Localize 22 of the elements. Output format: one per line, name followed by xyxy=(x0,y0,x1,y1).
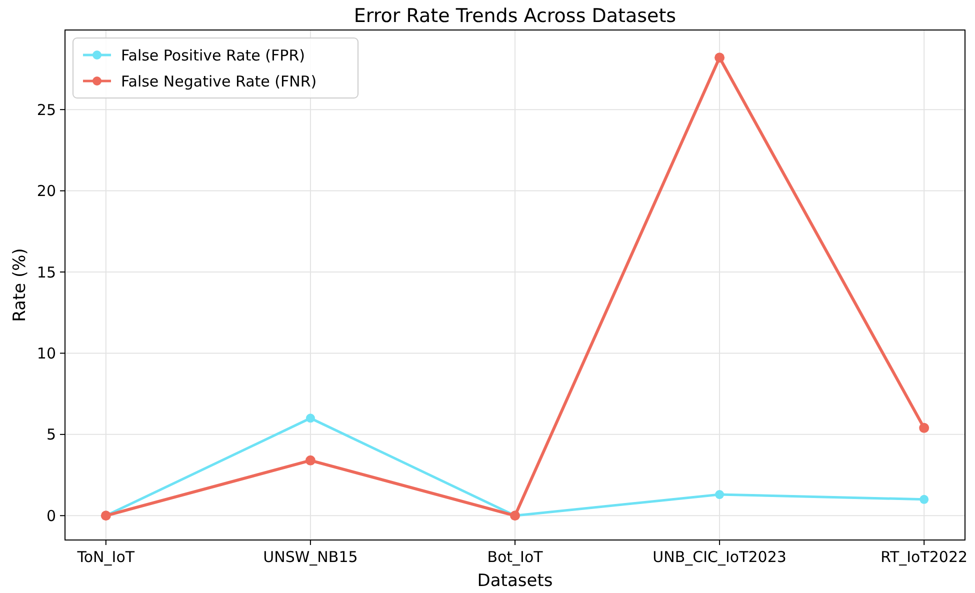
legend-label: False Positive Rate (FPR) xyxy=(121,46,305,64)
y-tick-label: 10 xyxy=(36,344,56,362)
point xyxy=(920,494,929,504)
point xyxy=(305,455,316,466)
y-tick-label: 20 xyxy=(36,182,56,200)
point xyxy=(919,422,930,433)
chart-title: Error Rate Trends Across Datasets xyxy=(354,5,676,27)
x-tick-label: Bot_IoT xyxy=(487,548,544,566)
point xyxy=(306,414,315,423)
legend-label: False Negative Rate (FNR) xyxy=(121,72,317,90)
x-tick-label: RT_IoT2022 xyxy=(880,548,968,566)
x-tick-label: ToN_IoT xyxy=(76,548,136,566)
x-tick-label: UNB_CIC_IoT2023 xyxy=(652,548,786,566)
x-tick-label: UNSW_NB15 xyxy=(263,548,358,566)
y-tick-label: 5 xyxy=(46,426,56,444)
y-tick-label: 0 xyxy=(46,506,56,525)
point xyxy=(715,490,724,500)
y-axis-title: Rate (%) xyxy=(10,248,30,322)
y-tick-label: 25 xyxy=(36,100,56,119)
x-axis-title: Datasets xyxy=(477,571,553,591)
point xyxy=(714,52,725,63)
y-tick-label: 15 xyxy=(36,263,56,282)
